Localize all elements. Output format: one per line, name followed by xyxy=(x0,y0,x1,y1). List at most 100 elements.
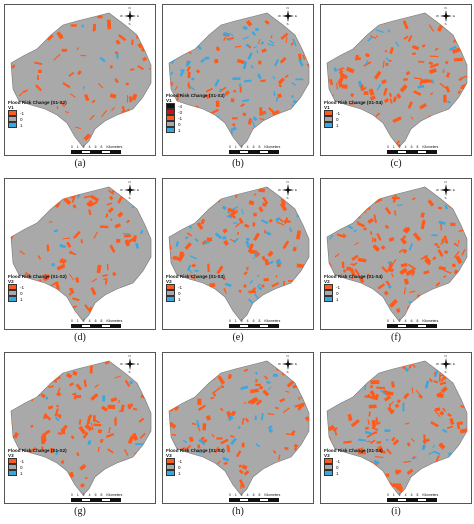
decrease-patch xyxy=(70,93,76,98)
increase-patch xyxy=(348,369,356,373)
increase-patch xyxy=(379,389,387,396)
legend-variant: V3 xyxy=(324,453,330,459)
scale-tick-label: 8 xyxy=(100,319,103,323)
decrease-patch xyxy=(410,116,414,120)
north-arrow-icon: N S E W xyxy=(436,6,455,26)
increase-patch xyxy=(254,415,257,421)
scale-bar: 0 1 2 4 6 8 Kilometers xyxy=(229,493,280,502)
decrease-patch xyxy=(47,405,54,410)
decrease-patch xyxy=(97,446,100,452)
increase-patch xyxy=(364,430,372,435)
legend-label: 1 xyxy=(178,470,181,476)
decrease-patch xyxy=(123,294,129,300)
decrease-patch xyxy=(340,223,345,227)
north-label-s: S xyxy=(128,22,131,26)
legend-swatch xyxy=(166,115,175,122)
map-frame: N S E W Flood Risk Change (S1-S2) V3 -1 0 1 0 1 2 4 6… xyxy=(4,352,156,504)
decrease-patch xyxy=(201,309,206,312)
decrease-patch xyxy=(263,278,269,282)
legend-swatch xyxy=(8,110,17,117)
map-frame: N S E W Flood Risk Change (S1-S3) V1 -4 -3 -1 0 1 0… xyxy=(162,4,314,156)
scale-unit: Kilometers xyxy=(422,319,439,323)
decrease-patch xyxy=(305,194,307,198)
decrease-patch xyxy=(259,117,265,121)
decrease-patch xyxy=(41,446,44,451)
decrease-patch xyxy=(83,379,87,388)
increase-patch xyxy=(267,386,272,391)
increase-patch xyxy=(254,371,258,375)
decrease-patch xyxy=(298,53,302,61)
decrease-patch xyxy=(147,268,151,275)
decrease-patch xyxy=(82,361,86,364)
legend-label: 0 xyxy=(336,464,339,470)
decrease-patch xyxy=(353,371,361,380)
increase-patch xyxy=(253,45,258,49)
decrease-patch xyxy=(106,202,113,206)
increase-patch xyxy=(256,283,261,288)
decrease-patch xyxy=(405,268,416,277)
decrease-patch xyxy=(141,292,149,300)
scale-tick-label: 4 xyxy=(404,145,407,149)
decrease-patch xyxy=(384,207,392,215)
increase-patch xyxy=(272,75,276,80)
decrease-patch xyxy=(334,253,340,258)
decrease-patch xyxy=(197,444,201,449)
legend-swatch xyxy=(166,458,175,465)
decrease-patch xyxy=(438,373,441,382)
increase-patch xyxy=(254,293,259,299)
increase-patch xyxy=(290,199,294,203)
decrease-patch xyxy=(391,436,396,442)
scale-tick-label: 0 xyxy=(229,145,231,149)
decrease-patch xyxy=(62,476,70,481)
decrease-patch xyxy=(133,117,138,126)
decrease-patch xyxy=(327,189,331,192)
legend-entry: -1 xyxy=(166,284,225,291)
decrease-patch xyxy=(67,139,73,144)
legend-label: 1 xyxy=(336,296,339,302)
decrease-patch xyxy=(380,245,386,250)
decrease-patch xyxy=(220,18,228,23)
decrease-patch xyxy=(35,199,43,208)
decrease-patch xyxy=(36,142,43,147)
decrease-patch xyxy=(384,310,389,317)
decrease-patch xyxy=(127,472,135,478)
decrease-patch xyxy=(442,376,447,380)
decrease-patch xyxy=(304,393,309,399)
decrease-patch xyxy=(327,246,328,253)
decrease-patch xyxy=(241,464,248,470)
decrease-patch xyxy=(393,210,397,216)
increase-patch xyxy=(252,116,258,122)
legend-entry: 1 xyxy=(324,470,383,477)
map-legend: Flood Risk Change (S1-S3) V2 -1 0 1 xyxy=(166,274,225,303)
decrease-patch xyxy=(350,263,354,266)
legend-swatch xyxy=(324,464,333,471)
decrease-patch xyxy=(456,449,460,452)
decrease-patch xyxy=(124,136,131,142)
decrease-patch xyxy=(68,72,75,77)
decrease-patch xyxy=(365,52,370,58)
increase-patch xyxy=(184,192,188,196)
decrease-patch xyxy=(69,382,74,387)
decrease-patch xyxy=(329,486,336,491)
increase-patch xyxy=(350,476,356,481)
increase-patch xyxy=(357,36,362,42)
decrease-patch xyxy=(5,415,10,422)
decrease-patch xyxy=(124,379,131,388)
decrease-patch xyxy=(137,65,144,71)
decrease-patch xyxy=(465,121,467,128)
decrease-patch xyxy=(364,426,369,431)
decrease-patch xyxy=(338,45,342,49)
decrease-patch xyxy=(107,404,116,409)
scale-tick-label: 1 xyxy=(76,493,79,497)
decrease-patch xyxy=(43,315,49,320)
scale-tick-label: 4 xyxy=(246,493,249,497)
decrease-patch xyxy=(46,244,50,252)
panel-caption: (i) xyxy=(391,506,401,517)
legend-entry: -1 xyxy=(324,110,383,117)
scale-bar: 0 1 2 4 6 8 Kilometers xyxy=(229,319,280,328)
decrease-patch xyxy=(75,383,83,391)
decrease-patch xyxy=(127,237,135,244)
decrease-patch xyxy=(105,213,109,218)
decrease-patch xyxy=(282,280,286,287)
increase-patch xyxy=(169,71,174,76)
